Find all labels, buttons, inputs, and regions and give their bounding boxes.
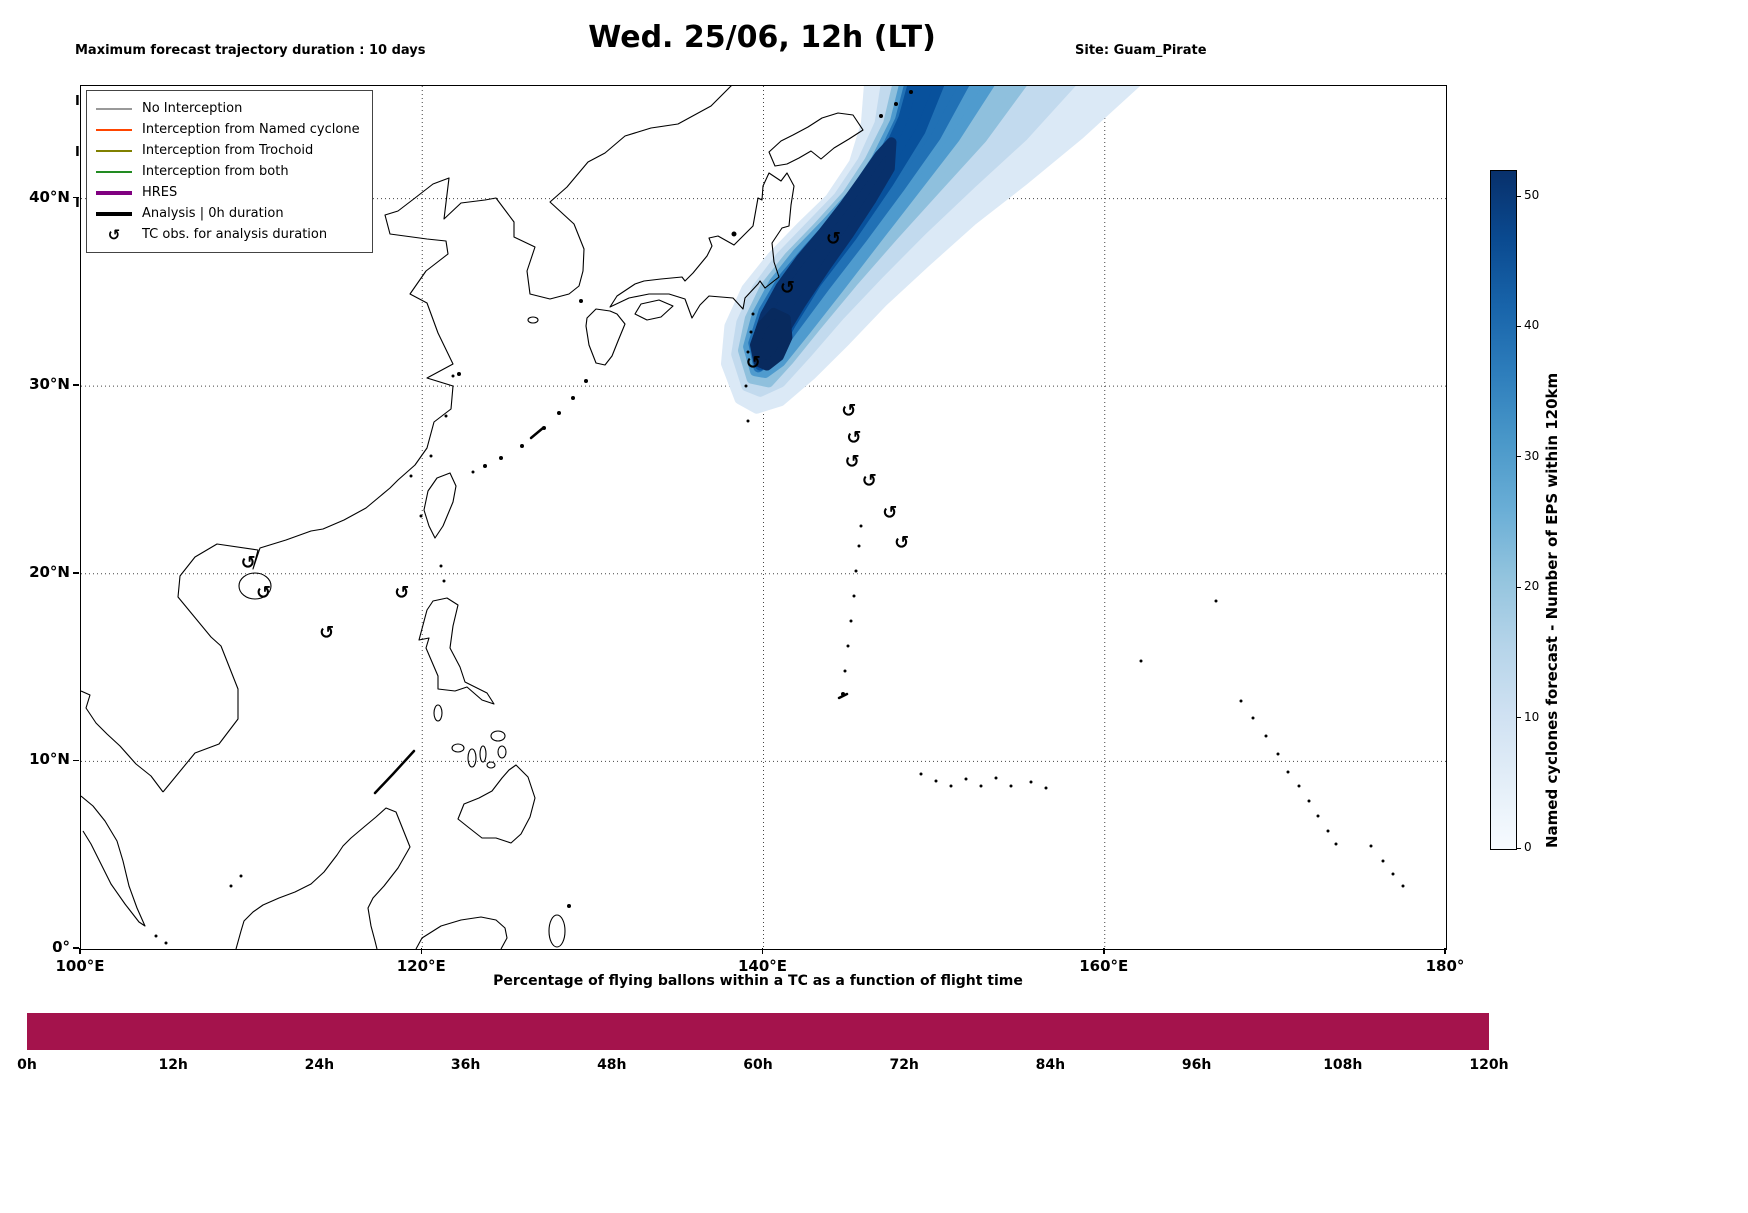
legend-line	[96, 190, 132, 195]
legend-item-label: Analysis | 0h duration	[142, 206, 284, 221]
eps-plume-level	[751, 137, 897, 365]
bottom-chart-title: Percentage of flying ballons within a TC…	[493, 973, 1023, 989]
tc-obs-symbol-icon: ↺	[107, 225, 121, 244]
figure-title: Wed. 25/06, 12h (LT)	[588, 20, 936, 55]
legend-line	[96, 107, 132, 110]
legend-item: Interception from Trochoid	[96, 140, 360, 161]
x-tick-mark	[79, 948, 81, 954]
flight-time-tick-label: 24h	[304, 1057, 335, 1073]
legend: No Interception Interception from Named c…	[86, 90, 373, 253]
colorbar-tick-mark	[1516, 195, 1521, 197]
x-tick-mark	[1103, 948, 1105, 954]
x-tick-label: 140°E	[737, 957, 788, 975]
map-canvas	[81, 86, 1446, 949]
x-tick-mark	[761, 948, 764, 954]
flight-time-tick-label: 60h	[743, 1057, 773, 1073]
flight-time-bar	[27, 1013, 1489, 1050]
colorbar-tick-label: 50	[1524, 188, 1540, 203]
flight-time-tick-label: 0h	[17, 1057, 37, 1073]
y-tick-mark	[73, 759, 79, 762]
legend-line-swatch	[96, 211, 132, 216]
y-tick-label: 30°N	[29, 375, 70, 394]
flight-time-tick-label: 108h	[1323, 1057, 1363, 1073]
y-tick-label: 10°N	[29, 750, 70, 769]
flight-time-tick-label: 12h	[158, 1057, 188, 1073]
x-tick-label: 100°E	[55, 957, 105, 975]
header-line: Maximum forecast trajectory duration : 1…	[75, 43, 426, 58]
y-tick-mark	[73, 572, 79, 574]
legend-line-swatch	[96, 107, 132, 110]
legend-item: Interception from Named cyclone	[96, 119, 360, 140]
x-tick-label: 160°E	[1079, 957, 1129, 975]
legend-line	[96, 149, 132, 152]
legend-line	[96, 211, 132, 216]
colorbar-label: Named cyclones forecast - Number of EPS …	[1543, 372, 1561, 848]
flight-time-tick-label: 96h	[1181, 1057, 1212, 1073]
y-tick-mark	[73, 196, 79, 199]
y-tick-label: 40°N	[29, 187, 70, 206]
legend-line-swatch	[96, 190, 132, 195]
y-tick-label: 20°N	[29, 562, 70, 581]
legend-line-swatch	[96, 149, 132, 152]
map-plot: ↺ ↺ ↺ ↺ ↺ ↺ ↺ ↺ ↺ ↺ ↺ ↺ ↺ No Interception Interceptio…	[80, 85, 1447, 950]
y-tick-label: 0°	[52, 938, 70, 956]
colorbar-tick-label: 40	[1524, 318, 1540, 333]
legend-line	[96, 170, 132, 173]
legend-item-label: No Interception	[142, 101, 243, 116]
colorbar-tick-label: 10	[1524, 709, 1540, 724]
x-tick-label: 180°	[1425, 957, 1465, 975]
colorbar-tick-mark	[1516, 325, 1521, 327]
legend-line-swatch	[96, 170, 132, 173]
flight-time-tick-label: 84h	[1035, 1057, 1066, 1073]
flight-time-tick-label: 48h	[597, 1057, 627, 1073]
legend-item: Interception from both	[96, 161, 360, 182]
coastlines	[81, 86, 1405, 949]
colorbar-tick-mark	[1516, 847, 1521, 849]
colorbar-tick-label: 30	[1524, 448, 1540, 463]
flight-time-tick-label: 72h	[889, 1057, 919, 1073]
header-line: Site: Guam_Pirate	[1075, 43, 1207, 58]
legend-item-label: TC obs. for analysis duration	[142, 227, 328, 242]
legend-line-swatch	[96, 128, 132, 131]
colorbar-tick-mark	[1516, 717, 1521, 719]
y-tick-mark	[73, 947, 79, 949]
x-tick-mark	[1444, 948, 1446, 954]
colorbar	[1490, 170, 1517, 850]
eps-plume-level	[750, 308, 793, 371]
legend-item-label: Interception from Named cyclone	[142, 122, 360, 137]
colorbar-tick-label: 0	[1524, 840, 1532, 854]
y-tick-mark	[73, 384, 79, 386]
legend-item-label: HRES	[142, 185, 178, 200]
x-tick-mark	[420, 948, 422, 954]
legend-item-label: Interception from both	[142, 164, 289, 179]
flight-time-tick-label: 36h	[450, 1057, 481, 1073]
colorbar-tick-mark	[1516, 456, 1521, 458]
legend-item: HRES	[96, 182, 360, 203]
legend-line	[96, 128, 132, 131]
colorbar-tick-mark	[1516, 586, 1521, 588]
colorbar-tick-label: 20	[1524, 579, 1540, 594]
legend-item: ↺ TC obs. for analysis duration	[96, 224, 360, 245]
legend-item: No Interception	[96, 98, 360, 119]
eps-density-plume	[721, 86, 1141, 414]
flight-time-tick-label: 120h	[1469, 1057, 1509, 1073]
x-tick-label: 120°E	[396, 957, 446, 975]
legend-item: Analysis | 0h duration	[96, 203, 360, 224]
legend-item-label: Interception from Trochoid	[142, 143, 314, 158]
